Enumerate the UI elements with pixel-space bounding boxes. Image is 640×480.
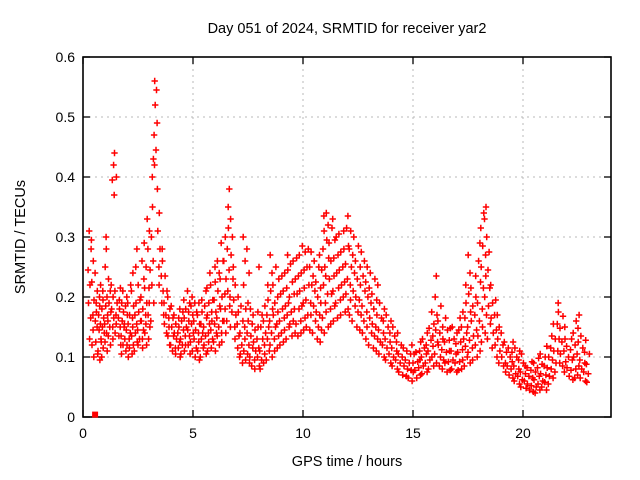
y-tick-label: 0.6 (56, 49, 76, 65)
y-tick-labels: 0 0.1 0.2 0.3 0.4 0.5 0.6 (56, 49, 76, 425)
y-tick-label: 0.5 (56, 109, 76, 125)
y-axis-label: SRMTID / TECUs (13, 180, 29, 294)
x-tick-label: 0 (79, 425, 87, 441)
x-tick-label: 20 (515, 425, 531, 441)
data-points (84, 77, 593, 418)
y-tick-label: 0.3 (56, 229, 76, 245)
x-tick-label: 10 (295, 425, 311, 441)
y-tick-label: 0.4 (56, 169, 76, 185)
chart-title: Day 051 of 2024, SRMTID for receiver yar… (208, 21, 487, 37)
x-tick-label: 5 (189, 425, 197, 441)
zero-square-marker (92, 411, 99, 418)
x-tick-label: 15 (405, 425, 421, 441)
scatter-plus-markers (84, 77, 593, 397)
y-tick-label: 0.1 (56, 349, 76, 365)
axis-ticks (82, 56, 611, 418)
y-tick-label: 0 (67, 409, 75, 425)
gridlines (83, 57, 611, 417)
x-axis-label: GPS time / hours (292, 454, 402, 470)
x-tick-labels: 0 5 10 15 20 (79, 425, 531, 441)
y-tick-label: 0.2 (56, 289, 76, 305)
